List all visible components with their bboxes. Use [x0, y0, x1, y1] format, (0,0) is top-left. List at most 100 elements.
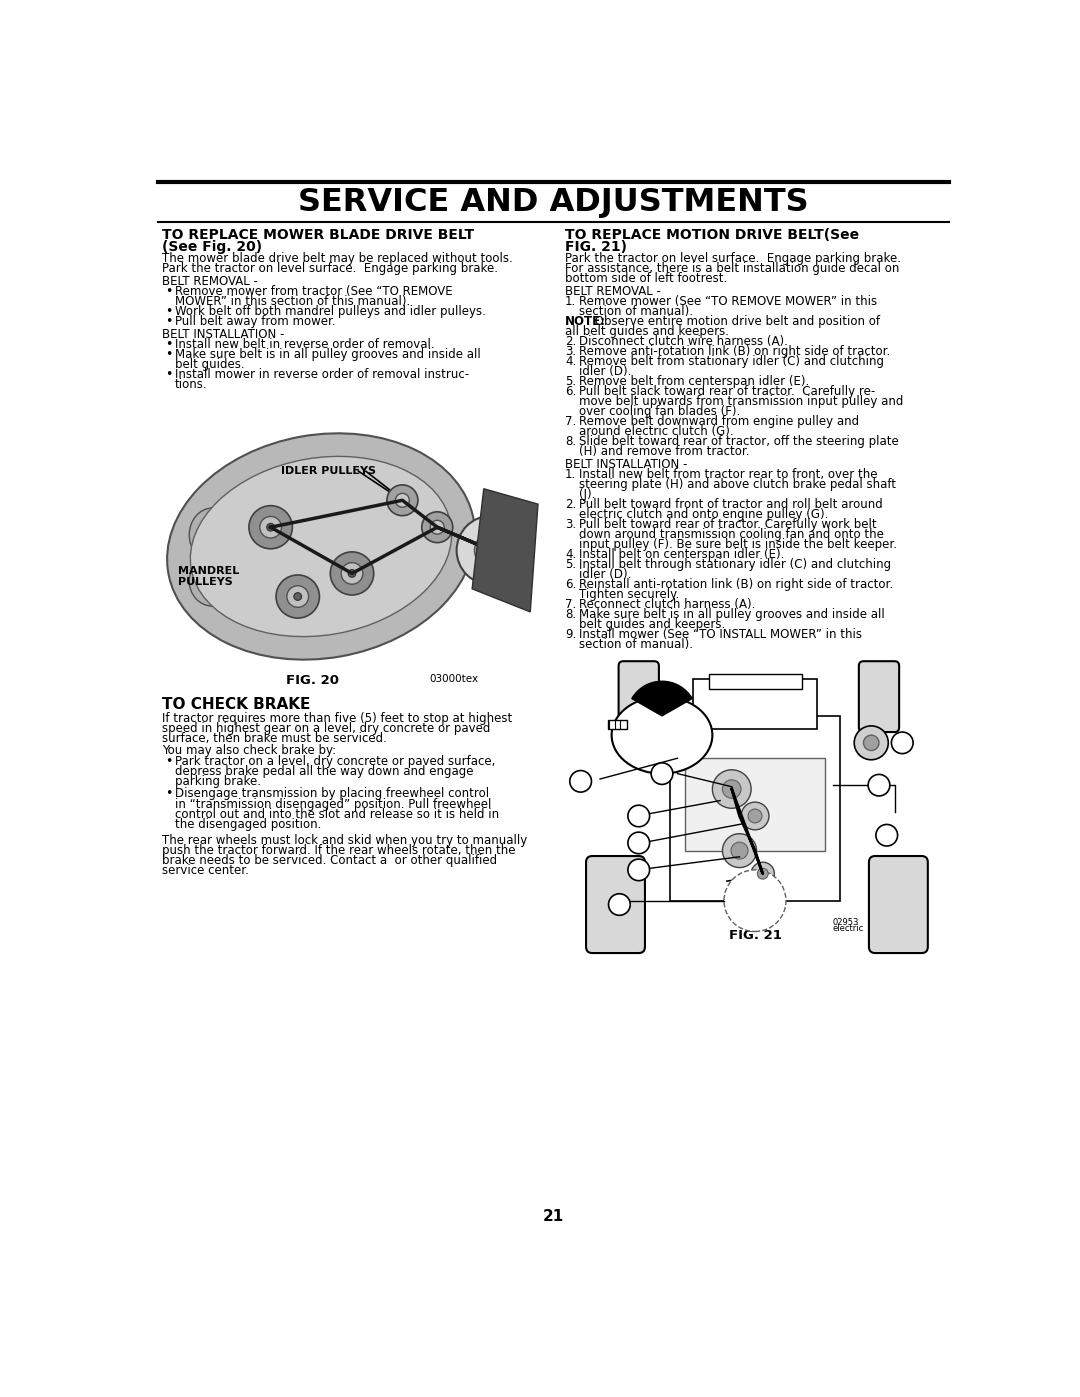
Circle shape — [608, 894, 631, 915]
Text: 3.: 3. — [565, 518, 577, 531]
Text: 1.: 1. — [565, 295, 577, 307]
Text: BELT REMOVAL -: BELT REMOVAL - — [565, 285, 661, 298]
Text: TO CHECK BRAKE: TO CHECK BRAKE — [162, 697, 311, 711]
Text: You may also check brake by:: You may also check brake by: — [162, 745, 336, 757]
Text: The mower blade drive belt may be replaced without tools.: The mower blade drive belt may be replac… — [162, 253, 513, 265]
Circle shape — [570, 771, 592, 792]
Text: MANDREL: MANDREL — [177, 566, 239, 576]
Text: Make sure belt is in all pulley grooves and inside all: Make sure belt is in all pulley grooves … — [579, 608, 885, 622]
Text: down around transmission cooling fan and onto the: down around transmission cooling fan and… — [579, 528, 883, 541]
Text: FIG. 21: FIG. 21 — [729, 929, 782, 942]
Text: push the tractor forward. If the rear wheels rotate, then the: push the tractor forward. If the rear wh… — [162, 844, 515, 858]
FancyBboxPatch shape — [685, 759, 825, 851]
Circle shape — [864, 735, 879, 750]
Ellipse shape — [189, 556, 235, 606]
Text: BELT REMOVAL -: BELT REMOVAL - — [162, 275, 258, 288]
Text: Remove belt from centerspan idler (E).: Remove belt from centerspan idler (E). — [579, 374, 809, 388]
Circle shape — [651, 763, 673, 784]
Text: 2.: 2. — [565, 497, 577, 511]
FancyBboxPatch shape — [608, 719, 627, 729]
Text: tions.: tions. — [175, 377, 207, 391]
Circle shape — [267, 524, 274, 531]
Circle shape — [723, 780, 741, 798]
Text: Install mower in reverse order of removal instruc-: Install mower in reverse order of remova… — [175, 367, 469, 381]
Text: parking brake.: parking brake. — [175, 775, 260, 788]
Circle shape — [741, 802, 769, 830]
Text: 7.: 7. — [565, 598, 577, 610]
Text: Work belt off both mandrel pulleys and idler pulleys.: Work belt off both mandrel pulleys and i… — [175, 305, 485, 317]
Text: 02953: 02953 — [833, 918, 859, 926]
Text: D: D — [634, 838, 644, 848]
Text: 03000tex: 03000tex — [430, 673, 478, 683]
Text: Park tractor on a level, dry concrete or paved surface,: Park tractor on a level, dry concrete or… — [175, 756, 495, 768]
Text: 5.: 5. — [565, 374, 577, 388]
Circle shape — [422, 511, 453, 542]
Circle shape — [457, 515, 526, 585]
Text: •: • — [165, 367, 173, 381]
Wedge shape — [632, 682, 692, 715]
Circle shape — [430, 520, 444, 534]
Text: •: • — [165, 285, 173, 298]
Circle shape — [724, 870, 786, 932]
Ellipse shape — [611, 697, 713, 774]
Text: •: • — [165, 348, 173, 360]
Text: Remove belt downward from engine pulley and: Remove belt downward from engine pulley … — [579, 415, 860, 427]
Text: BELT INSTALLATION -: BELT INSTALLATION - — [162, 328, 284, 341]
Circle shape — [348, 570, 356, 577]
Text: move belt upwards from transmission input pulley and: move belt upwards from transmission inpu… — [579, 395, 904, 408]
Text: 8.: 8. — [565, 608, 577, 622]
Text: Install belt on centerspan idler (E).: Install belt on centerspan idler (E). — [579, 548, 784, 562]
Text: 1.: 1. — [565, 468, 577, 481]
Text: G: G — [897, 738, 907, 747]
Text: Disconnect clutch wire harness (A).: Disconnect clutch wire harness (A). — [579, 335, 788, 348]
Text: 2.: 2. — [565, 335, 577, 348]
Circle shape — [395, 493, 409, 507]
Text: Reinstall anti-rotation link (B) on right side of tractor.: Reinstall anti-rotation link (B) on righ… — [579, 578, 893, 591]
Text: A: A — [658, 768, 666, 778]
Circle shape — [713, 770, 751, 809]
Text: 6.: 6. — [565, 384, 577, 398]
Text: TO REPLACE MOWER BLADE DRIVE BELT: TO REPLACE MOWER BLADE DRIVE BELT — [162, 229, 474, 243]
FancyBboxPatch shape — [619, 661, 659, 732]
FancyBboxPatch shape — [670, 715, 840, 901]
Circle shape — [748, 809, 762, 823]
Circle shape — [757, 869, 768, 879]
Text: Install mower (See “TO INSTALL MOWER” in this: Install mower (See “TO INSTALL MOWER” in… — [579, 629, 862, 641]
Text: 8.: 8. — [565, 434, 577, 448]
Text: electric clutch and onto engine pulley (G).: electric clutch and onto engine pulley (… — [579, 509, 828, 521]
Circle shape — [387, 485, 418, 515]
Text: electric: electric — [833, 923, 864, 933]
Text: control out and into the slot and release so it is held in: control out and into the slot and releas… — [175, 807, 499, 820]
Text: steering plate (H) and above clutch brake pedal shaft: steering plate (H) and above clutch brak… — [579, 478, 896, 490]
Circle shape — [891, 732, 913, 753]
Text: C: C — [635, 812, 643, 821]
Circle shape — [276, 576, 320, 617]
Text: (See Fig. 20): (See Fig. 20) — [162, 240, 262, 254]
Text: Install new belt in reverse order of removal.: Install new belt in reverse order of rem… — [175, 338, 434, 351]
Circle shape — [868, 774, 890, 796]
Text: Observe entire motion drive belt and position of: Observe entire motion drive belt and pos… — [592, 314, 880, 328]
Text: surface, then brake must be serviced.: surface, then brake must be serviced. — [162, 732, 387, 745]
Text: PULLEYS: PULLEYS — [177, 577, 232, 587]
Text: Park the tractor on level surface.  Engage parking brake.: Park the tractor on level surface. Engag… — [162, 263, 498, 275]
Text: belt guides and keepers.: belt guides and keepers. — [579, 617, 726, 631]
Text: For assistance, there is a belt installation guide decal on: For assistance, there is a belt installa… — [565, 263, 900, 275]
Ellipse shape — [189, 509, 235, 562]
Text: Pull belt away from mower.: Pull belt away from mower. — [175, 314, 335, 328]
Circle shape — [627, 833, 649, 854]
Circle shape — [854, 726, 888, 760]
Text: Remove mower (See “TO REMOVE MOWER” in this: Remove mower (See “TO REMOVE MOWER” in t… — [579, 295, 877, 307]
FancyBboxPatch shape — [708, 673, 801, 689]
Text: 6.: 6. — [565, 578, 577, 591]
Text: section of manual).: section of manual). — [579, 638, 693, 651]
Text: •: • — [165, 788, 173, 800]
Text: E: E — [635, 865, 643, 875]
Circle shape — [341, 563, 363, 584]
Text: •: • — [165, 756, 173, 768]
Text: over cooling fan blades (F).: over cooling fan blades (F). — [579, 405, 740, 418]
Text: Remove belt from stationary idler (C) and clutching: Remove belt from stationary idler (C) an… — [579, 355, 885, 367]
Text: Remove mower from tractor (See “TO REMOVE: Remove mower from tractor (See “TO REMOV… — [175, 285, 453, 298]
Text: Pull belt toward rear of tractor. Carefully work belt: Pull belt toward rear of tractor. Carefu… — [579, 518, 877, 531]
Circle shape — [330, 552, 374, 595]
Circle shape — [731, 842, 748, 859]
